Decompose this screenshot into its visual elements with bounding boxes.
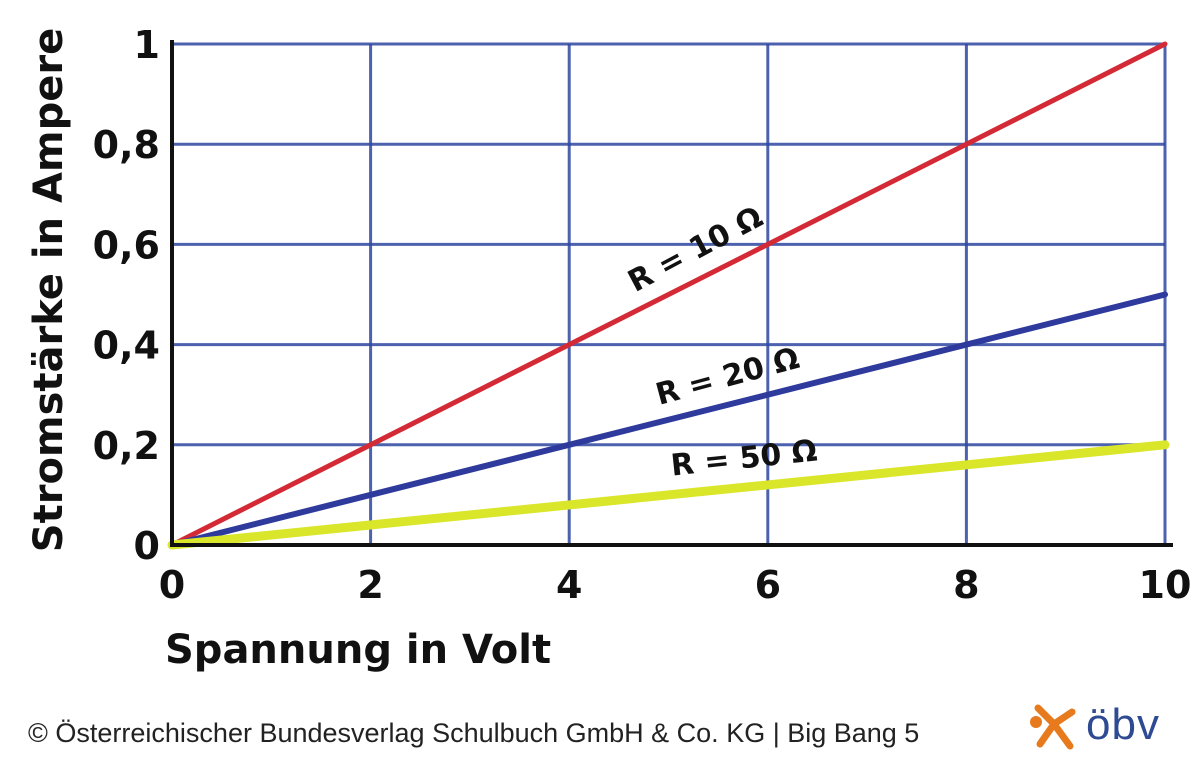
x-tick-label: 8 <box>953 563 979 607</box>
y-tick-label: 0 <box>134 524 160 568</box>
y-tick-label: 1 <box>134 23 160 67</box>
y-tick-label: 0,4 <box>93 324 160 368</box>
copyright-text: © Österreichischer Bundesverlag Schulbuc… <box>28 718 920 748</box>
x-tick-label: 6 <box>755 563 781 607</box>
series-label: R = 50 Ω <box>669 433 819 483</box>
y-tick-label: 0,6 <box>93 223 160 267</box>
x-tick-label: 2 <box>357 563 383 607</box>
x-tick-label: 0 <box>159 563 185 607</box>
series-line <box>167 440 1170 550</box>
chart-svg: 0 2 4 6 8 10 0 0,2 0,4 0,6 0,8 1 Spannung in Volt St… <box>26 23 1192 673</box>
series-line <box>169 41 1168 548</box>
y-tick-label: 0,2 <box>93 424 160 468</box>
x-tick-label: 4 <box>556 563 582 607</box>
y-tick-label: 0,8 <box>93 123 160 167</box>
obv-logo: öbv <box>1028 700 1178 756</box>
x-axis-label: Spannung in Volt <box>165 627 551 673</box>
y-axis-label: Stromstärke in Ampere <box>26 28 72 552</box>
x-tick-label: 10 <box>1139 563 1192 607</box>
series-label: R = 10 Ω <box>623 200 769 300</box>
star-person-icon <box>1030 704 1076 750</box>
series-line <box>169 291 1168 548</box>
logo-wordmark: öbv <box>1086 700 1160 749</box>
